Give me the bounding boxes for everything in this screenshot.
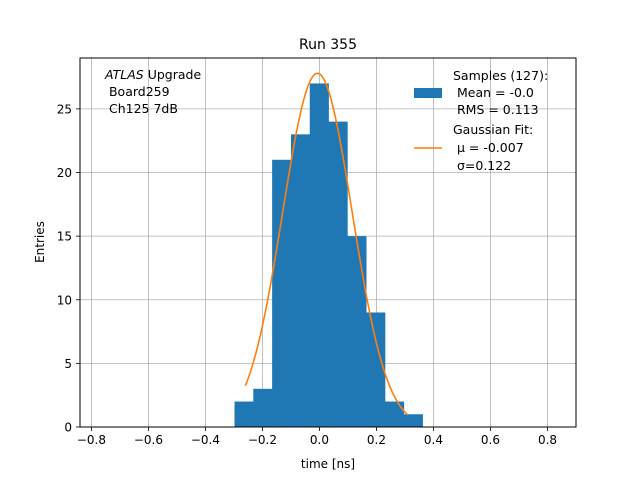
annotation-atlas: ATLAS xyxy=(104,67,144,82)
annotation-line-1: ATLAS Upgrade xyxy=(104,67,201,82)
legend: Samples (127): Mean = -0.0 RMS = 0.113 G… xyxy=(414,68,548,173)
fit-curve xyxy=(244,72,409,416)
legend-samples-mean: Mean = -0.0 xyxy=(453,85,534,100)
legend-samples-rms: RMS = 0.113 xyxy=(453,102,539,117)
histogram-bar xyxy=(309,83,329,427)
legend-fit-title: Gaussian Fit: xyxy=(453,122,533,137)
y-tick-label: 0 xyxy=(64,421,72,435)
x-tick-label: 0.6 xyxy=(481,433,500,447)
legend-fit-sigma: σ=0.122 xyxy=(453,158,511,173)
histogram-bar xyxy=(328,121,348,427)
plot-frame xyxy=(79,57,577,428)
atlas-annotation: ATLAS Upgrade Board259 Ch125 7dB xyxy=(104,67,201,116)
histogram-bar xyxy=(366,312,386,427)
histogram-bar xyxy=(403,414,423,427)
legend-samples-title: Samples (127): xyxy=(453,68,548,83)
histogram-bar xyxy=(347,236,367,427)
histogram-bar xyxy=(272,159,292,428)
y-tick-label: 25 xyxy=(57,102,72,116)
legend-fit-mu: μ = -0.007 xyxy=(453,140,524,155)
y-tick-label: 20 xyxy=(57,166,72,180)
annotation-upgrade: Upgrade xyxy=(144,67,202,82)
histogram-bar xyxy=(253,388,273,427)
x-tick-label: −0.8 xyxy=(77,433,106,447)
histogram-bar xyxy=(290,134,311,427)
legend-samples-swatch xyxy=(414,88,442,98)
y-tick-label: 5 xyxy=(64,357,72,371)
x-tick-label: −0.4 xyxy=(191,433,220,447)
annotation-line-3: Ch125 7dB xyxy=(105,101,178,116)
x-axis-label: time [ns] xyxy=(301,457,355,471)
annotation-line-2: Board259 xyxy=(105,84,170,99)
x-tick-label: −0.2 xyxy=(248,433,277,447)
chart-title: Run 355 xyxy=(299,37,357,53)
y-tick-label: 15 xyxy=(57,230,72,244)
histogram-bar xyxy=(234,401,254,427)
y-tick-label: 10 xyxy=(57,293,72,307)
x-axis-ticks: −0.8 −0.6 −0.4 −0.2 0.0 0.2 0.4 0.6 0.8 xyxy=(77,427,557,447)
y-axis-label: Entries xyxy=(33,221,47,263)
x-tick-label: 0.0 xyxy=(310,433,329,447)
x-tick-label: 0.2 xyxy=(367,433,386,447)
x-tick-label: 0.4 xyxy=(424,433,443,447)
x-tick-label: 0.8 xyxy=(538,433,557,447)
histogram-bars xyxy=(234,83,423,428)
y-axis-ticks: 0 5 10 15 20 25 xyxy=(57,102,80,435)
gaussian-fit xyxy=(244,72,409,416)
x-tick-label: −0.6 xyxy=(134,433,163,447)
histogram-bar xyxy=(385,401,405,427)
